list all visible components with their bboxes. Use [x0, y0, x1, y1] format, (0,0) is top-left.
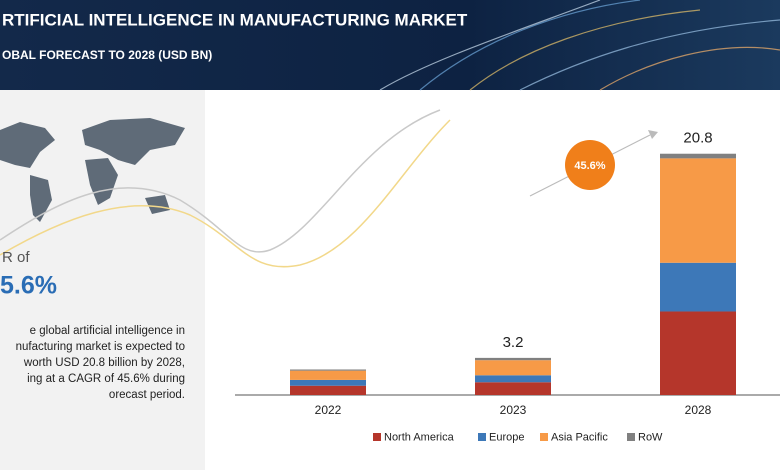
plot: 2022 2023 3.2 2028 20.8 — [290, 130, 736, 417]
legend-label: North America — [384, 431, 455, 443]
description: e global artificial intelligence in nufac… — [16, 325, 185, 401]
bar-segment — [475, 357, 551, 361]
bar-segment — [290, 370, 366, 380]
header-subtitle: OBAL FORECAST TO 2028 (USD BN) — [2, 48, 212, 62]
description-line: e global artificial intelligence in — [30, 325, 185, 337]
bar-segment — [660, 262, 736, 312]
bar-segment — [290, 385, 366, 395]
legend-swatch — [540, 433, 548, 441]
legend-label: Asia Pacific — [551, 431, 608, 443]
bar-segment — [290, 379, 366, 386]
x-tick-label: 2028 — [685, 403, 712, 417]
description-line: orecast period. — [109, 389, 185, 401]
total-label: 20.8 — [683, 130, 712, 147]
bar-segment — [475, 360, 551, 376]
x-tick-label: 2022 — [315, 403, 342, 417]
x-tick-label: 2023 — [500, 403, 527, 417]
description-line: worth USD 20.8 billion by 2028, — [23, 357, 185, 369]
cagr-badge: 45.6% — [574, 160, 605, 172]
legend: North America Europe Asia Pacific RoW — [373, 431, 663, 443]
legend-label: Europe — [489, 431, 524, 443]
decor-curves — [0, 109, 451, 268]
bar-segment — [290, 369, 366, 371]
legend-swatch — [373, 433, 381, 441]
bar-segment — [475, 375, 551, 383]
bar-segment — [660, 153, 736, 159]
cagr-value: 5.6% — [0, 272, 57, 300]
bar-segment — [660, 158, 736, 263]
description-line: ing at a CAGR of 45.6% during — [27, 373, 185, 385]
bar-segment — [475, 382, 551, 395]
header-title: RTIFICIAL INTELLIGENCE IN MANUFACTURING … — [2, 10, 468, 29]
world-map — [0, 118, 185, 222]
arrow-head — [648, 130, 658, 139]
description-line: nufacturing market is expected to — [16, 341, 185, 353]
bar-segment — [660, 311, 736, 395]
header-streaks — [379, 0, 780, 91]
header-band — [0, 0, 780, 90]
legend-label: RoW — [638, 431, 663, 443]
cagr-badge-circle — [565, 140, 615, 190]
cagr-label: R of — [2, 249, 30, 266]
legend-swatch — [627, 433, 635, 441]
total-label: 3.2 — [503, 334, 524, 351]
legend-swatch — [478, 433, 486, 441]
